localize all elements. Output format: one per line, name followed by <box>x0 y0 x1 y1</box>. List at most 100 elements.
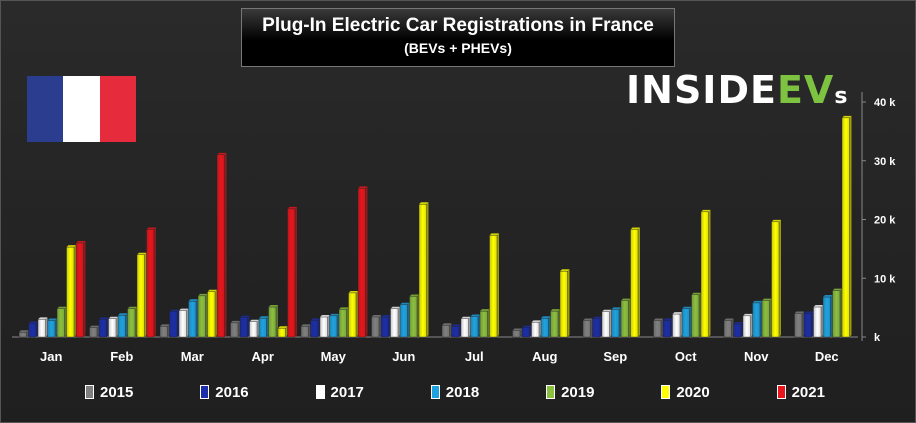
bar-2016-Feb-top <box>99 317 109 320</box>
bar-2015-Feb-side <box>97 325 99 337</box>
bar-2020-Jan <box>66 246 75 338</box>
bar-2016-Jun-side <box>388 315 391 337</box>
bar-2021-Mar-top <box>217 152 227 155</box>
bar-2020-Sep-top <box>630 227 640 230</box>
x-tick-label: Jun <box>392 349 415 364</box>
bar-2016-Feb <box>98 319 107 338</box>
bar-2019-Dec <box>832 290 841 338</box>
bar-2018-Oct <box>681 308 690 338</box>
legend-item-2021: 2021 <box>776 381 825 403</box>
bar-2020-Feb-top <box>137 252 147 255</box>
bar-2018-Dec-side <box>830 295 833 337</box>
bar-2018-Mar-top <box>188 299 198 302</box>
bar-2020-Apr-top <box>278 326 288 329</box>
bar-2017-Jul-top <box>461 316 471 319</box>
bar-2015-May-side <box>308 324 311 337</box>
bar-2016-Dec-top <box>804 311 814 314</box>
x-tick-label: Sep <box>603 349 627 364</box>
bar-2017-Dec-side <box>821 305 823 337</box>
bar-2015-Sep-side <box>590 318 593 337</box>
bar-2018-May-top <box>329 313 339 316</box>
bar-2015-Oct-top <box>653 318 663 321</box>
x-tick-label: Mar <box>181 349 204 364</box>
bar-2015-Jun-top <box>371 315 381 318</box>
bar-2015-Nov-top <box>724 318 734 321</box>
bar-2021-Jan-top <box>76 241 86 243</box>
bar-2021-Feb-top <box>146 227 156 230</box>
bar-2018-Dec <box>822 296 831 338</box>
bar-2015-Jun <box>371 316 380 338</box>
bar-2015-Dec <box>794 313 803 338</box>
bar-2020-Nov <box>771 221 780 338</box>
bar-2018-Jan-side <box>55 318 57 337</box>
y-tick-label: 30 k <box>874 156 896 168</box>
bar-2016-Apr-top <box>240 315 250 318</box>
bar-2016-Sep-top <box>592 316 602 319</box>
bar-2019-Feb-side <box>135 306 137 337</box>
bar-2015-Mar-top <box>160 324 170 327</box>
legend-item-2019: 2019 <box>546 381 594 403</box>
legend-swatch <box>776 385 786 399</box>
bar-2019-Apr-top <box>268 305 278 308</box>
bar-2016-Jan-top <box>28 321 38 324</box>
france-flag <box>27 76 136 142</box>
bar-2019-Nov-top <box>762 298 772 301</box>
bar-2019-Jul-side <box>487 309 490 337</box>
bar-2019-Oct <box>691 294 700 338</box>
bar-2019-Oct-side <box>699 292 701 337</box>
bar-2015-Jul-side <box>449 323 452 337</box>
bar-2016-Mar <box>169 311 178 338</box>
bar-2016-Sep-side <box>600 316 602 337</box>
bar-2017-Jun <box>390 308 399 338</box>
bar-2018-Sep-side <box>619 307 621 337</box>
logo-main-text: INSIDE <box>626 68 777 112</box>
x-tick-label: Aug <box>532 349 557 364</box>
bar-2020-May-side <box>356 290 358 337</box>
bar-2019-Nov <box>761 300 770 338</box>
bar-2019-Sep-side <box>628 298 631 337</box>
bar-2019-Jun-side <box>417 294 419 337</box>
legend-label: 2021 <box>791 383 825 401</box>
logo-tail-text: s <box>834 84 849 109</box>
bar-2017-Jan-side <box>45 317 48 337</box>
bar-2020-Sep-side <box>638 227 640 337</box>
bar-2015-Apr-top <box>230 320 240 323</box>
insideevs-logo: INSIDEEVs <box>626 70 848 110</box>
bar-2020-Dec <box>841 117 850 338</box>
bar-2021-May-side <box>365 186 368 337</box>
bar-2019-Aug-side <box>558 309 560 337</box>
bar-2020-Oct-top <box>701 209 711 212</box>
bar-2017-Sep-top <box>602 309 612 312</box>
bar-2015-Nov <box>723 320 732 338</box>
bar-2016-Aug <box>521 327 530 338</box>
bar-2018-Sep <box>611 309 620 338</box>
bar-2017-Apr-side <box>257 319 259 337</box>
bar-2016-Nov-side <box>741 322 743 337</box>
x-tick-label: Dec <box>815 349 839 364</box>
bar-2020-Jun-side <box>426 202 429 337</box>
bar-2021-Apr <box>287 208 296 338</box>
bar-2018-Aug-side <box>548 316 551 337</box>
bar-2017-Jun-side <box>398 306 400 337</box>
flag-stripe-red <box>99 76 136 142</box>
bar-2020-Jun-top <box>419 202 429 205</box>
bar-2019-Dec-side <box>840 288 842 337</box>
bar-2020-May-top <box>348 290 358 293</box>
bar-2019-Jun <box>409 296 418 338</box>
bar-2017-Sep-side <box>609 309 612 337</box>
bar-2016-Dec <box>803 313 812 338</box>
chart-title: Plug-In Electric Car Registrations in Fr… <box>262 15 654 36</box>
bar-2015-Dec-top <box>794 311 804 314</box>
bar-2015-Feb <box>89 327 98 338</box>
bar-2016-Jan <box>28 323 37 338</box>
bar-2016-Jul <box>451 326 460 338</box>
bar-2019-May-side <box>346 307 349 337</box>
legend-swatch <box>661 385 671 399</box>
bar-2017-Mar-side <box>186 308 189 337</box>
bar-2016-Apr <box>239 317 248 338</box>
bar-2019-Mar-top <box>198 293 208 296</box>
bar-2017-Jul <box>460 318 469 338</box>
bar-2017-Jan <box>37 319 46 338</box>
bar-2015-Aug <box>512 330 521 338</box>
